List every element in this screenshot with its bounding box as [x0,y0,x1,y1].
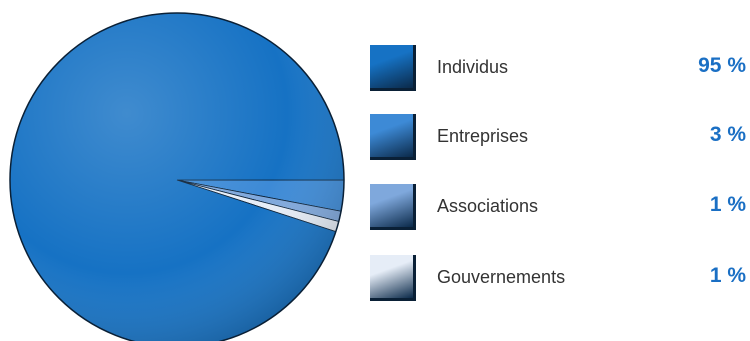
legend-label: Associations [437,196,539,216]
legend-swatch [370,255,416,301]
legend-item-individus: Individus 95 % [370,45,750,91]
legend-value: 1 % [709,193,746,216]
legend-label: Entreprises [437,126,529,146]
legend-swatch [370,184,416,230]
legend-swatch [370,114,416,160]
legend-swatch [370,45,416,91]
legend-label: Gouvernements [437,267,566,287]
legend-item-associations: Associations 1 % [370,184,750,230]
legend-item-gouvernements: Gouvernements 1 % [370,255,750,301]
legend-item-entreprises: Entreprises 3 % [370,114,750,160]
legend-value: 1 % [709,264,746,287]
legend-value: 95 % [698,54,746,77]
pie-chart [9,12,345,341]
legend-value: 3 % [709,123,746,146]
pie-slice-individus [9,12,345,341]
legend-label: Individus [437,57,509,77]
